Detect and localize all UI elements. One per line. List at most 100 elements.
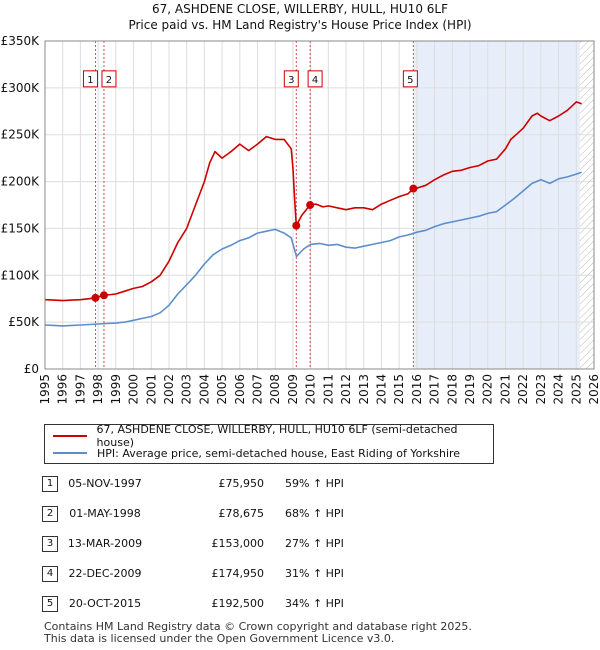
legend-label-property: 67, ASHDENE CLOSE, WILLERBY, HULL, HU10 … (96, 423, 458, 449)
y-tick-label: £50K (8, 315, 40, 329)
transaction-hpi: 31% ↑ HPI (285, 567, 344, 580)
x-tick-label: 2005 (215, 374, 229, 405)
transaction-hpi: 27% ↑ HPI (285, 537, 344, 550)
x-tick-label: 2002 (162, 374, 176, 405)
x-tick-label: 1997 (73, 374, 87, 405)
footer-copyright: Contains HM Land Registry data © Crown c… (44, 620, 472, 633)
transaction-marker: 1 (82, 70, 98, 88)
x-tick-label: 2021 (498, 374, 512, 405)
transaction-point (91, 293, 100, 302)
transaction-price: £153,000 (211, 537, 265, 550)
y-tick-label: £250K (1, 128, 41, 142)
transaction-number: 1 (42, 476, 58, 492)
x-tick-label: 2004 (197, 374, 211, 405)
x-tick-label: 2014 (374, 374, 388, 405)
legend-item-property: 67, ASHDENE CLOSE, WILLERBY, HULL, HU10 … (53, 423, 493, 449)
legend-swatch-property (53, 435, 87, 437)
transaction-marker-label: 5 (407, 75, 413, 86)
transaction-date: 01-MAY-1998 (69, 507, 141, 520)
chart-title: 67, ASHDENE CLOSE, WILLERBY, HULL, HU10 … (151, 2, 448, 16)
x-tick-label: 2000 (127, 374, 141, 405)
transaction-marker-label: 3 (288, 75, 294, 86)
y-tick-label: £350K (1, 34, 41, 48)
transaction-marker-label: 2 (106, 75, 112, 86)
transaction-hpi: 34% ↑ HPI (285, 597, 344, 610)
plot-frame (44, 40, 595, 370)
transaction-marker: 2 (101, 70, 117, 88)
x-tick-label: 2023 (534, 374, 548, 405)
x-tick-label: 2012 (339, 374, 353, 405)
transaction-number: 4 (42, 566, 58, 582)
transaction-marker: 4 (307, 70, 323, 88)
x-tick-label: 2011 (321, 374, 335, 405)
legend-label-hpi: HPI: Average price, semi-detached house,… (97, 446, 461, 460)
x-tick-label: 1998 (91, 374, 105, 405)
y-tick-label: £150K (1, 221, 41, 235)
transaction-marker-label: 4 (312, 75, 318, 86)
transaction-marker-box (402, 70, 418, 88)
x-tick-label: 1999 (109, 374, 123, 405)
forecast-hatch (579, 41, 594, 369)
transaction-price: £192,500 (211, 597, 265, 610)
transaction-point (99, 291, 108, 300)
x-tick-label: 2019 (463, 374, 477, 405)
transaction-date: 20-OCT-2015 (68, 597, 142, 610)
transaction-marker: 5 (402, 70, 418, 88)
x-tick-label: 2018 (445, 374, 459, 405)
transaction-marker-box (307, 70, 323, 88)
x-tick-label: 2025 (569, 374, 583, 405)
property-price-line (44, 101, 582, 302)
transaction-hpi: 59% ↑ HPI (285, 477, 344, 490)
y-tick-label: £300K (1, 81, 41, 95)
x-tick-label: 2016 (410, 374, 424, 405)
transactions-table: 1 05-NOV-1997 £75,950 59% ↑ HPI 2 01-MAY… (0, 472, 600, 622)
x-tick-label: 2024 (552, 374, 566, 405)
transaction-price: £174,950 (211, 567, 265, 580)
transaction-marker: 3 (283, 70, 299, 88)
highlight-band (413, 41, 580, 369)
x-tick-label: 2026 (587, 374, 600, 405)
transaction-marker-box (82, 70, 98, 88)
transaction-number: 2 (42, 506, 58, 522)
x-tick-label: 2010 (304, 374, 318, 405)
transaction-number: 5 (42, 596, 58, 612)
legend-item-hpi: HPI: Average price, semi-detached house,… (53, 445, 460, 461)
x-tick-label: 2006 (233, 374, 247, 405)
hpi-line (44, 171, 582, 327)
x-tick-label: 1996 (56, 374, 70, 405)
table-row: 2 01-MAY-1998 £78,675 68% ↑ HPI (0, 506, 600, 526)
x-tick-label: 2007 (251, 374, 265, 405)
footer-licence: This data is licensed under the Open Gov… (44, 632, 395, 645)
transaction-number: 3 (42, 536, 58, 552)
transaction-price: £78,675 (218, 507, 265, 520)
x-tick-label: 2001 (144, 374, 158, 405)
x-tick-label: 2020 (481, 374, 495, 405)
table-row: 3 13-MAR-2009 £153,000 27% ↑ HPI (0, 536, 600, 556)
transaction-date: 22-DEC-2009 (68, 567, 142, 580)
price-chart: 1 2 3 4 5 £0 £50K £100K £150K £200K £250K £300K £35… (1, 34, 600, 405)
table-row: 4 22-DEC-2009 £174,950 31% ↑ HPI (0, 566, 600, 586)
chart-subtitle: Price paid vs. HM Land Registry's House … (128, 18, 472, 32)
y-tick-label: £100K (1, 268, 41, 282)
transaction-hpi: 68% ↑ HPI (285, 507, 344, 520)
x-tick-label: 2008 (268, 374, 282, 405)
transaction-point (306, 201, 315, 210)
transaction-date: 13-MAR-2009 (67, 537, 143, 550)
table-row: 1 05-NOV-1997 £75,950 59% ↑ HPI (0, 476, 600, 496)
legend: 67, ASHDENE CLOSE, WILLERBY, HULL, HU10 … (44, 423, 494, 464)
x-tick-label: 2017 (428, 374, 442, 405)
transaction-point (409, 184, 418, 193)
x-tick-label: 2013 (357, 374, 371, 405)
x-tick-label: 2022 (516, 374, 530, 405)
transaction-marker-label: 1 (87, 75, 93, 86)
transaction-marker-box (283, 70, 299, 88)
x-tick-label: 2015 (392, 374, 406, 405)
x-tick-label: 2009 (286, 374, 300, 405)
y-tick-label: £200K (1, 175, 41, 189)
x-tick-label: 2003 (180, 374, 194, 405)
legend-swatch-hpi (53, 452, 87, 454)
table-row: 5 20-OCT-2015 £192,500 34% ↑ HPI (0, 596, 600, 616)
y-tick-label: £0 (24, 362, 39, 376)
transaction-price: £75,950 (218, 477, 265, 490)
transaction-marker-box (101, 70, 117, 88)
